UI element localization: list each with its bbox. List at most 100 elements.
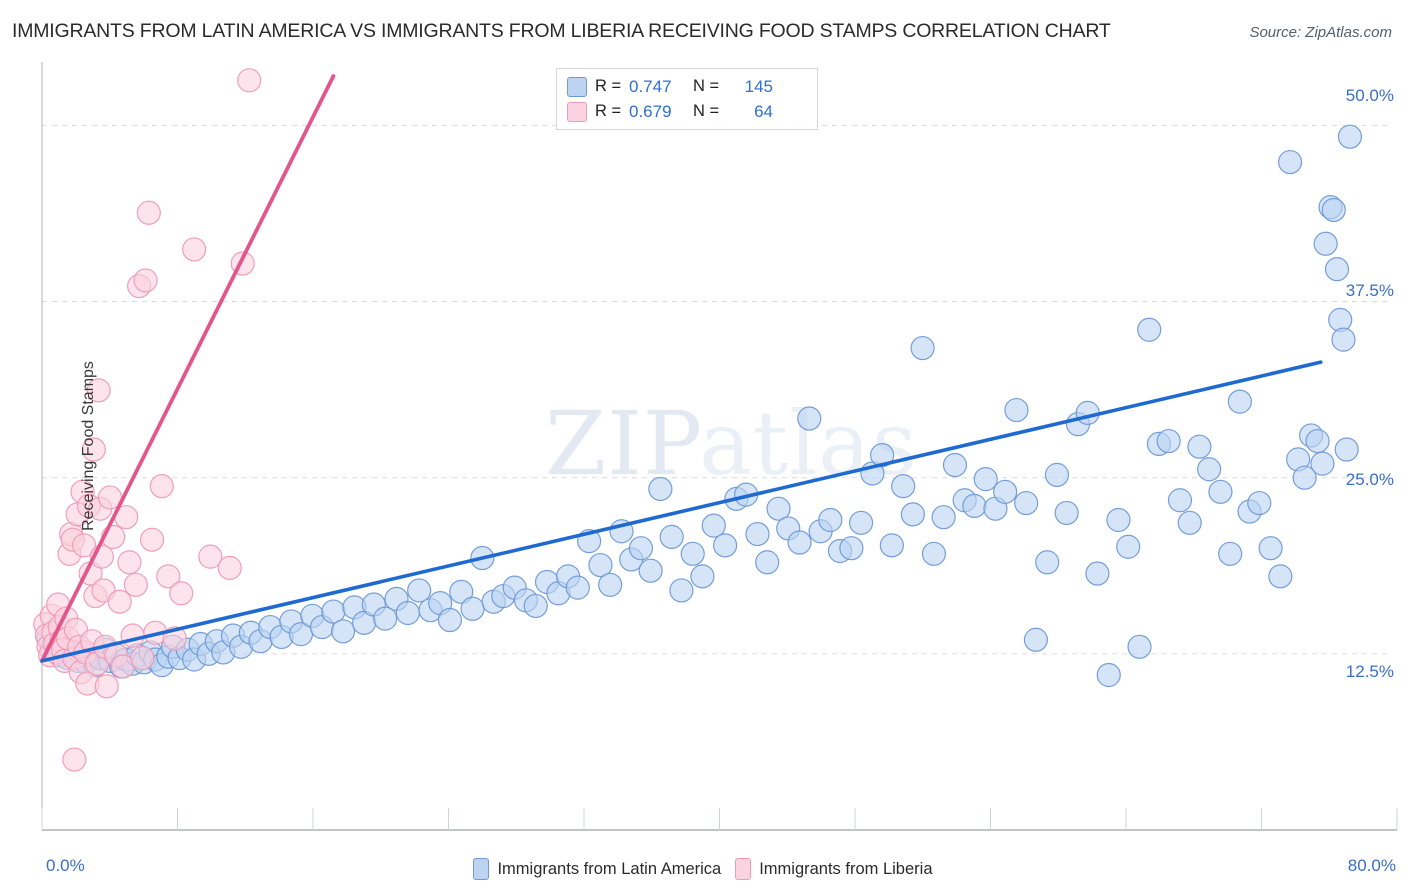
data-point [900,502,925,527]
data-point [942,452,968,478]
data-point [1337,124,1363,149]
data-point [407,578,432,603]
data-point [81,437,106,462]
data-point [755,550,780,575]
data-point [1227,389,1252,414]
data-point [1268,564,1293,589]
legend-n-value-2: 64 [754,101,773,121]
data-point [669,578,694,603]
data-point [891,474,916,499]
stats-legend: R = 0.747 N = 145 R = 0.679 N = 64 [556,68,818,130]
legend-n-value-1: 145 [744,76,773,96]
data-point [139,527,165,552]
series-liberia [33,68,262,772]
data-point [973,467,998,492]
data-point [198,544,223,569]
data-point [217,555,242,580]
data-point [921,541,947,566]
data-point [123,572,148,597]
data-point [1321,197,1346,223]
data-point [1331,327,1356,352]
data-point [787,530,812,555]
legend-swatch-blue [567,76,587,97]
data-point [1247,490,1272,516]
data-point [169,581,194,606]
data-point [1177,510,1202,535]
x-axis-min-label: 0.0% [46,856,85,875]
data-point [437,607,463,633]
legend-n-label-1: N = [693,77,720,95]
data-point [638,558,663,583]
legend-r-label-1: R = [595,77,622,95]
data-point [690,564,715,589]
y-axis-title: Receiving Food Stamps [79,361,97,531]
legend-r-value-1: 0.747 [629,76,672,96]
data-point [330,619,356,644]
data-point [1292,465,1317,490]
data-point [1116,534,1141,559]
data-point [395,600,420,626]
legend-n-label-2: N = [693,102,720,120]
legend-marker-liberia [735,858,752,880]
data-point [745,521,770,547]
data-point [588,552,613,578]
data-point [1328,307,1353,332]
data-point [931,505,956,530]
data-point [1044,462,1070,487]
data-point [797,406,822,431]
y-tick-label-12: 12.5% [1345,662,1394,681]
data-point [1106,507,1131,533]
data-point [910,335,935,361]
data-point [1085,561,1110,586]
x-axis-max-label: 80.0% [1347,856,1396,875]
data-point [1208,479,1233,504]
data-point [565,575,590,600]
data-point [1197,457,1222,482]
y-tick-label-25: 25.0% [1345,470,1394,489]
data-point [1258,536,1283,561]
data-point [680,541,705,566]
data-point [117,550,142,575]
data-point [848,510,874,535]
data-point [149,474,174,499]
data-point [818,507,843,533]
legend-item-latin-america[interactable]: Immigrants from Latin America [473,858,721,880]
data-point [1096,662,1121,688]
legend-marker-latin-america [473,858,490,880]
data-point [1127,634,1152,659]
data-point [373,606,398,631]
data-point [962,493,987,518]
data-point [71,533,97,558]
legend-r-label-2: R = [595,102,622,120]
data-point [120,623,145,648]
data-point [1023,627,1049,652]
legend-item-liberia[interactable]: Immigrants from Liberia [735,858,933,880]
series-legend: Immigrants from Latin America Immigrants… [0,858,1406,880]
data-point [628,536,654,561]
data-point [598,572,623,597]
data-point [449,579,474,604]
legend-r-value-2: 0.679 [629,101,672,121]
data-point [62,747,87,772]
data-point [1035,550,1060,575]
data-point [133,268,158,293]
trend-line-latin-america [40,360,1323,663]
series-latin-america [36,124,1363,688]
data-point [182,237,207,262]
data-point [1313,231,1338,256]
data-point [1014,490,1039,516]
stats-legend-row-liberia: R = 0.679 N = 64 [567,99,807,124]
y-tick-label-37: 37.5% [1345,281,1394,300]
data-point [1334,437,1359,462]
legend-swatch-pink [567,101,587,122]
data-point [460,596,485,621]
data-point [107,589,132,614]
data-point [1324,257,1350,282]
data-point [713,533,738,558]
data-point [1156,428,1181,454]
data-point [523,593,548,619]
stats-legend-row-latin-america: R = 0.747 N = 145 [567,74,807,99]
data-point [870,443,895,468]
legend-label-liberia: Immigrants from Liberia [759,859,933,878]
